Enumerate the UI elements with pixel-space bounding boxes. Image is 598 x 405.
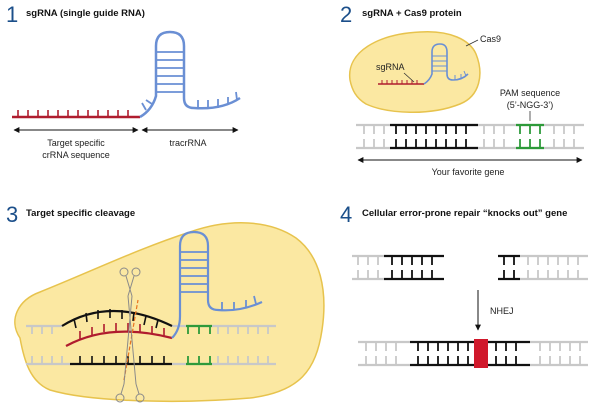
cas9-protein <box>349 31 481 113</box>
cut-dna-left <box>352 254 444 281</box>
panel-4: 4 Cellular error-prone repair “knocks ou… <box>340 202 588 368</box>
gene-label: Your favorite gene <box>432 167 505 177</box>
repair-indel <box>474 339 488 368</box>
panel-2-number: 2 <box>340 2 352 27</box>
nhej-label: NHEJ <box>490 306 514 316</box>
cas9-leader <box>465 39 479 47</box>
cut-dna-right <box>498 254 588 281</box>
sgrna-label: sgRNA <box>376 62 405 72</box>
tracrrna-label: tracrRNA <box>169 138 206 148</box>
cas9-label: Cas9 <box>480 34 501 44</box>
tracrrna-hairpin-3 <box>171 230 263 339</box>
pam-label-line1: PAM sequence <box>500 88 560 98</box>
panel-1: 1 sgRNA (single guide RNA) <box>6 2 241 160</box>
target-dna <box>26 309 276 366</box>
panel-2: 2 sgRNA + Cas9 protein <box>340 2 584 177</box>
panel-1-heading: sgRNA (single guide RNA) <box>26 8 145 19</box>
crrna-paired <box>65 323 173 347</box>
panel-4-number: 4 <box>340 202 352 227</box>
target-label-line2: crRNA sequence <box>42 150 110 160</box>
gene-dna <box>356 123 584 150</box>
panel-2-heading: sgRNA + Cas9 protein <box>362 8 462 19</box>
sgrna-in-cas9 <box>378 43 469 85</box>
panel-4-heading: Cellular error-prone repair “knocks out”… <box>362 208 567 219</box>
panel-3-number: 3 <box>6 202 18 227</box>
cleavage-scissors <box>115 267 145 403</box>
panel-3-heading: Target specific cleavage <box>26 208 135 219</box>
panel-1-number: 1 <box>6 2 18 27</box>
pam-label-line2: (5’-NGG-3’) <box>507 100 554 110</box>
crrna-strand <box>12 110 140 119</box>
panel-3: 3 Target specific cleavage <box>6 202 325 403</box>
cas9-protein-large <box>14 222 325 403</box>
tracrrna-strand <box>139 30 241 119</box>
target-label-line1: Target specific <box>47 138 105 148</box>
repaired-dna <box>358 340 588 367</box>
sgrna-leader <box>403 72 415 83</box>
